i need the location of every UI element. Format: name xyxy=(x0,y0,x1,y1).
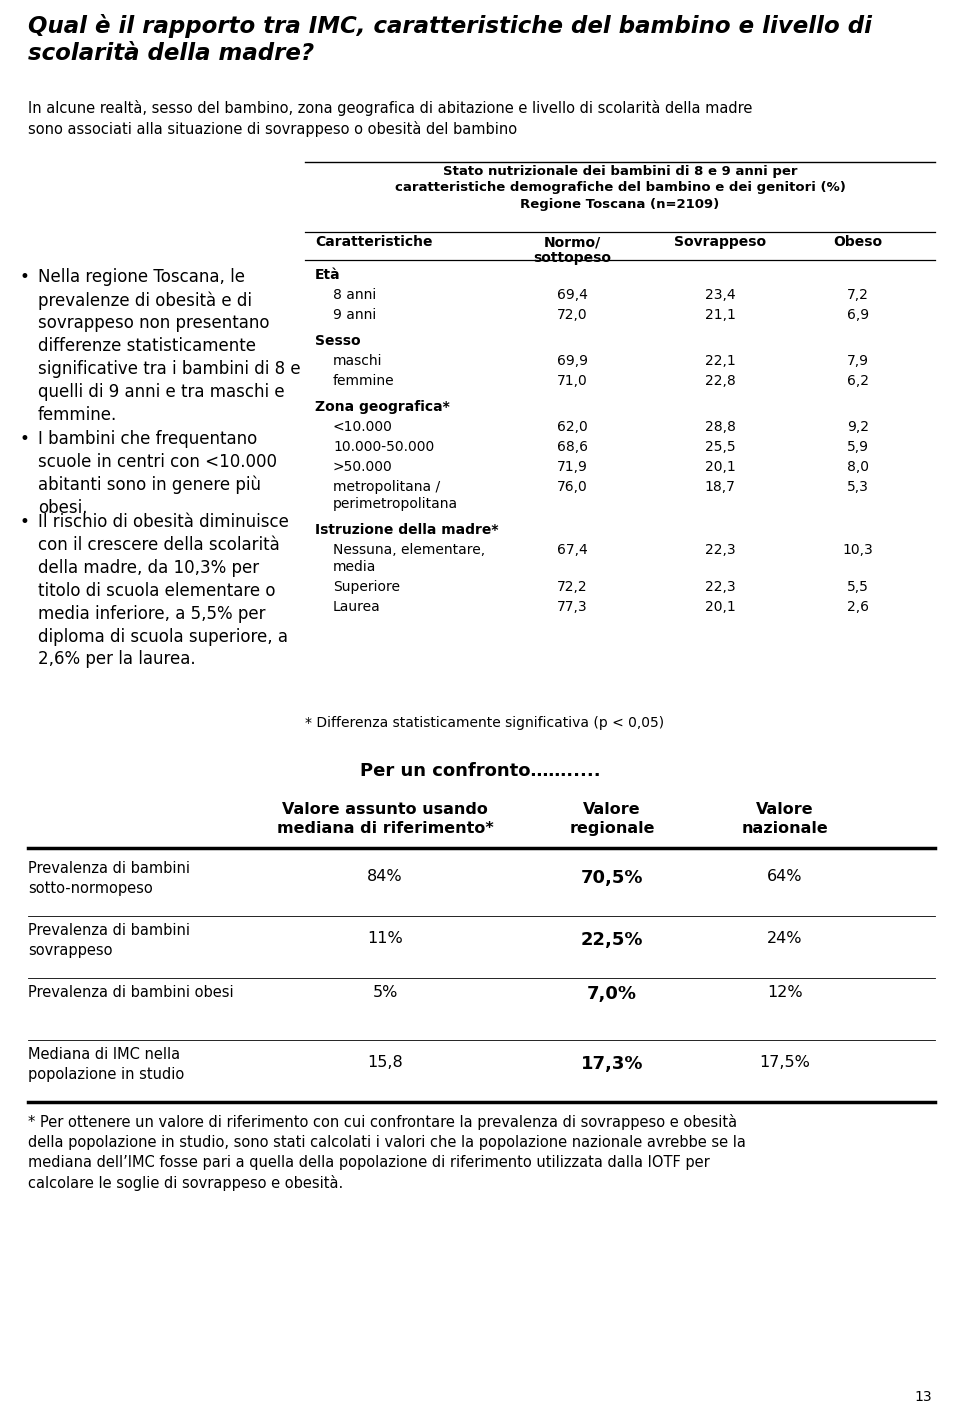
Text: 10.000-50.000: 10.000-50.000 xyxy=(333,441,434,455)
Text: 70,5%: 70,5% xyxy=(581,868,643,887)
Text: 6,2: 6,2 xyxy=(847,374,869,388)
Text: 21,1: 21,1 xyxy=(705,308,735,322)
Text: Superiore: Superiore xyxy=(333,580,400,594)
Text: 69,9: 69,9 xyxy=(557,354,588,369)
Text: 7,2: 7,2 xyxy=(847,288,869,302)
Text: •: • xyxy=(20,431,30,448)
Text: 23,4: 23,4 xyxy=(705,288,735,302)
Text: 67,4: 67,4 xyxy=(557,544,588,556)
Text: <10.000: <10.000 xyxy=(333,419,393,433)
Text: 24%: 24% xyxy=(767,931,803,946)
Text: femmine: femmine xyxy=(333,374,395,388)
Text: 20,1: 20,1 xyxy=(705,600,735,614)
Text: Sesso: Sesso xyxy=(315,335,361,347)
Text: 62,0: 62,0 xyxy=(557,419,588,433)
Text: Il rischio di obesità diminuisce
con il crescere della scolarità
della madre, da: Il rischio di obesità diminuisce con il … xyxy=(38,513,289,668)
Text: 5,3: 5,3 xyxy=(847,480,869,494)
Text: Obeso: Obeso xyxy=(833,234,882,249)
Text: Zona geografica*: Zona geografica* xyxy=(315,400,449,414)
Text: 9,2: 9,2 xyxy=(847,419,869,433)
Text: Sovrappeso: Sovrappeso xyxy=(674,234,766,249)
Text: 84%: 84% xyxy=(367,868,403,884)
Text: Nella regione Toscana, le
prevalenze di obesità e di
sovrappeso non presentano
d: Nella regione Toscana, le prevalenze di … xyxy=(38,268,300,424)
Text: 20,1: 20,1 xyxy=(705,460,735,474)
Text: 8 anni: 8 anni xyxy=(333,288,376,302)
Text: 17,3%: 17,3% xyxy=(581,1055,643,1073)
Text: Età: Età xyxy=(315,268,341,282)
Text: 10,3: 10,3 xyxy=(843,544,874,556)
Text: Valore
regionale: Valore regionale xyxy=(569,802,655,836)
Text: 28,8: 28,8 xyxy=(705,419,735,433)
Text: 11%: 11% xyxy=(367,931,403,946)
Text: Per un confronto…….....: Per un confronto……..... xyxy=(360,762,600,779)
Text: 64%: 64% xyxy=(767,868,803,884)
Text: 7,0%: 7,0% xyxy=(587,986,637,1003)
Text: 71,9: 71,9 xyxy=(557,460,588,474)
Text: metropolitana /
perimetropolitana: metropolitana / perimetropolitana xyxy=(333,480,458,511)
Text: >50.000: >50.000 xyxy=(333,460,393,474)
Text: •: • xyxy=(20,268,30,287)
Text: 22,8: 22,8 xyxy=(705,374,735,388)
Text: Valore assunto usando
mediana di riferimento*: Valore assunto usando mediana di riferim… xyxy=(276,802,493,836)
Text: Valore
nazionale: Valore nazionale xyxy=(742,802,828,836)
Text: Prevalenza di bambini
sovrappeso: Prevalenza di bambini sovrappeso xyxy=(28,923,190,957)
Text: Normo/
sottopeso: Normo/ sottopeso xyxy=(533,234,611,265)
Text: 8,0: 8,0 xyxy=(847,460,869,474)
Text: Stato nutrizionale dei bambini di 8 e 9 anni per
caratteristiche demografiche de: Stato nutrizionale dei bambini di 8 e 9 … xyxy=(395,165,846,210)
Text: 2,6: 2,6 xyxy=(847,600,869,614)
Text: 5,9: 5,9 xyxy=(847,441,869,455)
Text: 68,6: 68,6 xyxy=(557,441,588,455)
Text: In alcune realtà, sesso del bambino, zona geografica di abitazione e livello di : In alcune realtà, sesso del bambino, zon… xyxy=(28,100,753,137)
Text: Qual è il rapporto tra IMC, caratteristiche del bambino e livello di
scolarità d: Qual è il rapporto tra IMC, caratteristi… xyxy=(28,14,872,65)
Text: Istruzione della madre*: Istruzione della madre* xyxy=(315,522,498,537)
Text: 22,1: 22,1 xyxy=(705,354,735,369)
Text: 9 anni: 9 anni xyxy=(333,308,376,322)
Text: Caratteristiche: Caratteristiche xyxy=(315,234,433,249)
Text: * Differenza statisticamente significativa (p < 0,05): * Differenza statisticamente significati… xyxy=(305,716,664,730)
Text: 17,5%: 17,5% xyxy=(759,1055,810,1070)
Text: 71,0: 71,0 xyxy=(557,374,588,388)
Text: 72,2: 72,2 xyxy=(557,580,588,594)
Text: 15,8: 15,8 xyxy=(367,1055,403,1070)
Text: I bambini che frequentano
scuole in centri con <10.000
abitanti sono in genere p: I bambini che frequentano scuole in cent… xyxy=(38,431,277,517)
Text: 25,5: 25,5 xyxy=(705,441,735,455)
Text: 69,4: 69,4 xyxy=(557,288,588,302)
Text: Nessuna, elementare,
media: Nessuna, elementare, media xyxy=(333,544,485,575)
Text: maschi: maschi xyxy=(333,354,382,369)
Text: * Per ottenere un valore di riferimento con cui confrontare la prevalenza di sov: * Per ottenere un valore di riferimento … xyxy=(28,1114,746,1190)
Text: Mediana di IMC nella
popolazione in studio: Mediana di IMC nella popolazione in stud… xyxy=(28,1048,184,1082)
Text: Laurea: Laurea xyxy=(333,600,381,614)
Text: 77,3: 77,3 xyxy=(557,600,588,614)
Text: 7,9: 7,9 xyxy=(847,354,869,369)
Text: 22,3: 22,3 xyxy=(705,544,735,556)
Text: 6,9: 6,9 xyxy=(847,308,869,322)
Text: 22,5%: 22,5% xyxy=(581,931,643,949)
Text: 22,3: 22,3 xyxy=(705,580,735,594)
Text: 12%: 12% xyxy=(767,986,803,1000)
Text: 72,0: 72,0 xyxy=(557,308,588,322)
Text: •: • xyxy=(20,513,30,531)
Text: 18,7: 18,7 xyxy=(705,480,735,494)
Text: Prevalenza di bambini
sotto-normopeso: Prevalenza di bambini sotto-normopeso xyxy=(28,861,190,895)
Text: 5,5: 5,5 xyxy=(847,580,869,594)
Text: 76,0: 76,0 xyxy=(557,480,588,494)
Text: Prevalenza di bambini obesi: Prevalenza di bambini obesi xyxy=(28,986,233,1000)
Text: 13: 13 xyxy=(914,1389,932,1404)
Text: 5%: 5% xyxy=(372,986,397,1000)
